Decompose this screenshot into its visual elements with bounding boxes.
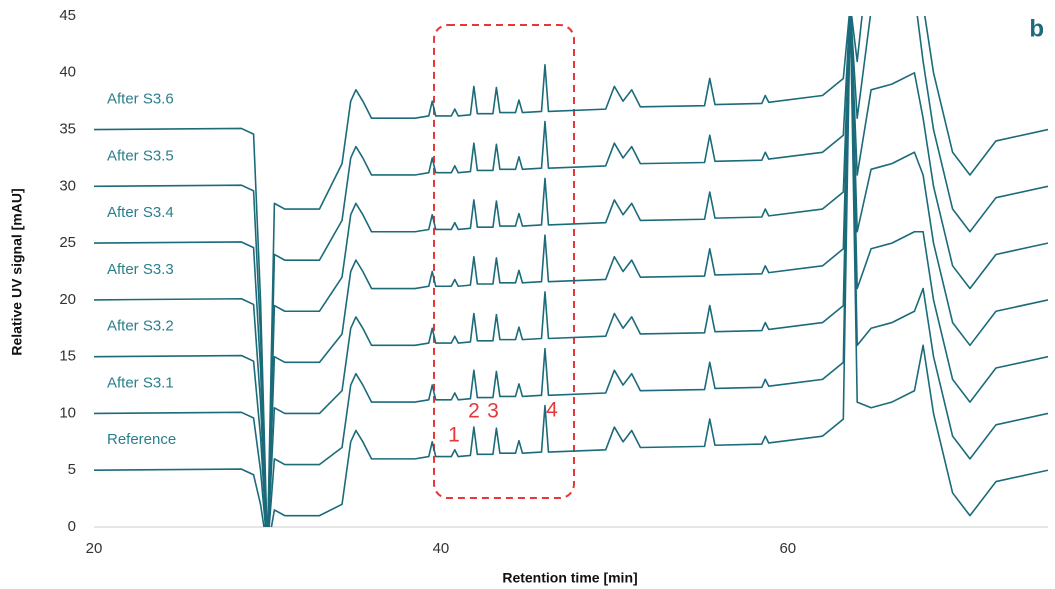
trace-label: After S3.2 [107, 318, 174, 335]
peak-annotation: 3 [487, 400, 499, 423]
x-axis-title: Retention time [min] [502, 570, 637, 586]
trace [94, 16, 1048, 527]
y-tick-label: 40 [59, 64, 76, 81]
y-tick-label: 45 [59, 7, 76, 24]
trace [94, 16, 1048, 527]
trace [94, 16, 1048, 527]
y-tick-label: 5 [68, 461, 76, 478]
peak-annotation: 4 [546, 399, 558, 422]
trace-label: After S3.4 [107, 204, 174, 221]
x-tick-label: 60 [779, 540, 796, 557]
y-tick-label: 15 [59, 348, 76, 365]
y-axis-title: Relative UV signal [mAU] [9, 188, 25, 355]
y-tick-label: 35 [59, 121, 76, 138]
trace-label: After S3.6 [107, 91, 174, 108]
trace-label: Reference [107, 431, 176, 448]
trace-label: After S3.1 [107, 374, 174, 391]
trace [94, 16, 1048, 527]
y-tick-label: 10 [59, 404, 76, 421]
x-tick-label: 20 [86, 540, 103, 557]
x-tick-label: 40 [433, 540, 450, 557]
y-tick-label: 25 [59, 234, 76, 251]
trace-label: After S3.3 [107, 261, 174, 278]
trace-label: After S3.5 [107, 147, 174, 164]
peak-annotation: 1 [448, 424, 460, 447]
trace [94, 16, 1048, 527]
panel-label: b [1029, 15, 1044, 42]
y-tick-label: 20 [59, 291, 76, 308]
trace [94, 16, 1048, 527]
plot-area [94, 16, 1048, 527]
y-tick-label: 0 [68, 518, 76, 535]
peak-annotation: 2 [468, 400, 480, 423]
y-tick-label: 30 [59, 177, 76, 194]
trace [94, 16, 1048, 527]
